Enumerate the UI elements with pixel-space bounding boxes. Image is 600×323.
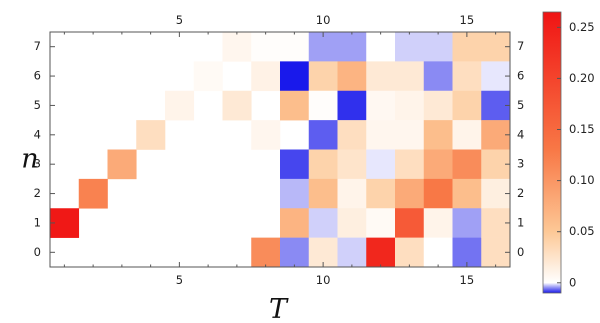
heatmap-cell	[308, 61, 338, 92]
heatmap-cell	[280, 61, 310, 92]
heatmap-cell	[280, 149, 310, 180]
heatmap-cell	[308, 149, 338, 180]
heatmap-cell	[366, 237, 396, 268]
x-axis-title: T	[269, 294, 289, 323]
y-tick-label-right: 6	[517, 69, 524, 83]
y-tick-label-right: 5	[517, 98, 524, 112]
heatmap-cell	[395, 90, 425, 121]
heatmap-cell	[308, 178, 338, 209]
heatmap-cell	[423, 237, 453, 268]
heatmap-cell	[78, 178, 108, 209]
heatmap-cell	[337, 32, 367, 62]
heatmap-cell	[423, 120, 453, 150]
heatmap-cell	[337, 149, 367, 180]
x-tick-label-top: 15	[460, 13, 475, 27]
colorbar-ticks: 0 0.05 0.10 0.15 0.20 0.25	[557, 20, 595, 289]
heatmap-cell	[251, 61, 281, 92]
y-tick-label: 5	[34, 98, 41, 112]
y-tick-label: 0	[34, 245, 41, 259]
heatmap-cell	[107, 149, 137, 180]
heatmap-cell	[423, 32, 453, 62]
heatmap-cell	[423, 61, 453, 92]
y-tick-label-right: 3	[517, 157, 524, 171]
colorbar-tick-label: 0	[569, 275, 576, 289]
heatmap-cell	[395, 208, 425, 238]
heatmap-cell	[222, 90, 252, 121]
heatmap-cell	[366, 61, 396, 92]
axis-ticks: 5 5 10 10 15 15 0 0 1 1 2 2 3 3 4 4 5 5 6 6 7 7	[34, 13, 525, 287]
heatmap-cell	[395, 32, 425, 62]
heatmap-cell	[280, 208, 310, 238]
heatmap-cell	[251, 32, 281, 62]
x-tick-label-top: 10	[316, 13, 331, 27]
heatmap-cell	[366, 120, 396, 150]
heatmap-cell	[280, 237, 310, 268]
heatmap-cell	[452, 149, 482, 180]
colorbar-tick-label: 0.20	[569, 71, 595, 85]
heatmap-cell	[337, 90, 367, 121]
heatmap-cell	[165, 90, 195, 121]
heatmap-cell	[452, 90, 482, 121]
y-tick-label: 6	[34, 69, 41, 83]
heatmap-cell	[366, 90, 396, 121]
y-tick-label: 3	[34, 157, 41, 171]
heatmap-cell	[395, 237, 425, 268]
heatmap-cell	[366, 149, 396, 180]
y-tick-label-right: 2	[517, 186, 524, 200]
heatmap-cell	[337, 61, 367, 92]
heatmap-cell	[337, 178, 367, 209]
plot-frame	[49, 31, 511, 268]
heatmap-cell	[423, 178, 453, 209]
heatmap-cell	[193, 61, 223, 92]
y-tick-label: 7	[34, 39, 41, 53]
y-tick-label-right: 7	[517, 39, 524, 53]
y-axis-title: n	[21, 144, 38, 175]
heatmap-cell	[366, 208, 396, 238]
heatmap-cell	[395, 149, 425, 180]
heatmap-cell	[423, 208, 453, 238]
heatmap-cell	[280, 32, 310, 62]
heatmap-cell	[366, 32, 396, 62]
y-tick-label: 4	[34, 127, 41, 141]
y-tick-label: 1	[34, 215, 41, 229]
heatmap-cell	[423, 90, 453, 121]
heatmap-cell	[423, 149, 453, 180]
y-tick-label: 2	[34, 186, 41, 200]
heatmap-cell	[337, 208, 367, 238]
x-tick-label: 10	[316, 273, 331, 287]
colorbar-tick-label: 0.15	[569, 122, 595, 136]
colorbar-tick-label: 0.25	[569, 20, 595, 34]
heatmap-cell	[337, 120, 367, 150]
heatmap-cell	[452, 120, 482, 150]
heatmap-cell	[251, 237, 281, 268]
heatmap-cells	[50, 32, 511, 268]
y-tick-label-right: 0	[517, 245, 524, 259]
heatmap-cell	[136, 120, 166, 150]
heatmap-cell	[280, 90, 310, 121]
x-tick-label: 15	[460, 273, 475, 287]
heatmap-cell	[366, 178, 396, 209]
heatmap-cell	[308, 90, 338, 121]
heatmap-cell	[308, 208, 338, 238]
heatmap-cell	[222, 32, 252, 62]
heatmap-cell	[251, 120, 281, 150]
x-tick-label-top: 5	[176, 13, 183, 27]
heatmap-cell	[280, 178, 310, 209]
x-tick-label: 5	[176, 273, 183, 287]
y-tick-label-right: 4	[517, 127, 524, 141]
heatmap-cell	[395, 120, 425, 150]
heatmap-cell	[452, 61, 482, 92]
y-tick-label-right: 1	[517, 215, 524, 229]
heatmap-cell	[452, 208, 482, 238]
heatmap-cell	[452, 178, 482, 209]
colorbar	[542, 11, 562, 294]
colorbar-tick-label: 0.05	[569, 224, 595, 238]
heatmap-cell	[337, 237, 367, 268]
heatmap-cell	[395, 61, 425, 92]
heatmap-cell	[308, 120, 338, 150]
heatmap-cell	[395, 178, 425, 209]
colorbar-tick-label: 0.10	[569, 173, 595, 187]
